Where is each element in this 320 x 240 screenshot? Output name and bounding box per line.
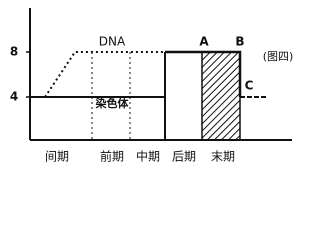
y-tick-label: 4 — [10, 90, 18, 104]
phase-label: 末期 — [211, 150, 235, 164]
figure-label: (图四) — [263, 50, 294, 63]
point-c: C — [245, 79, 254, 93]
phase-label: 间期 — [45, 150, 69, 164]
point-a: A — [199, 35, 209, 49]
hatched-region — [201, 51, 241, 141]
diagram: DNA 染色体 A B C (图四) 间期 前期 中期 后期 末期 84 — [10, 8, 294, 164]
phase-label: 前期 — [100, 149, 124, 164]
y-tick-label: 8 — [10, 45, 18, 59]
phase-label: 中期 — [136, 149, 160, 164]
phase-labels: 间期 前期 中期 后期 末期 — [45, 149, 235, 164]
phase-label: 后期 — [172, 150, 196, 164]
point-b: B — [235, 35, 244, 49]
chromosome-label: 染色体 — [96, 96, 130, 110]
dna-curve-dotted — [44, 51, 165, 98]
y-ticks: 84 — [10, 45, 30, 104]
dna-curve — [165, 50, 242, 97]
dna-label: DNA — [99, 35, 126, 49]
